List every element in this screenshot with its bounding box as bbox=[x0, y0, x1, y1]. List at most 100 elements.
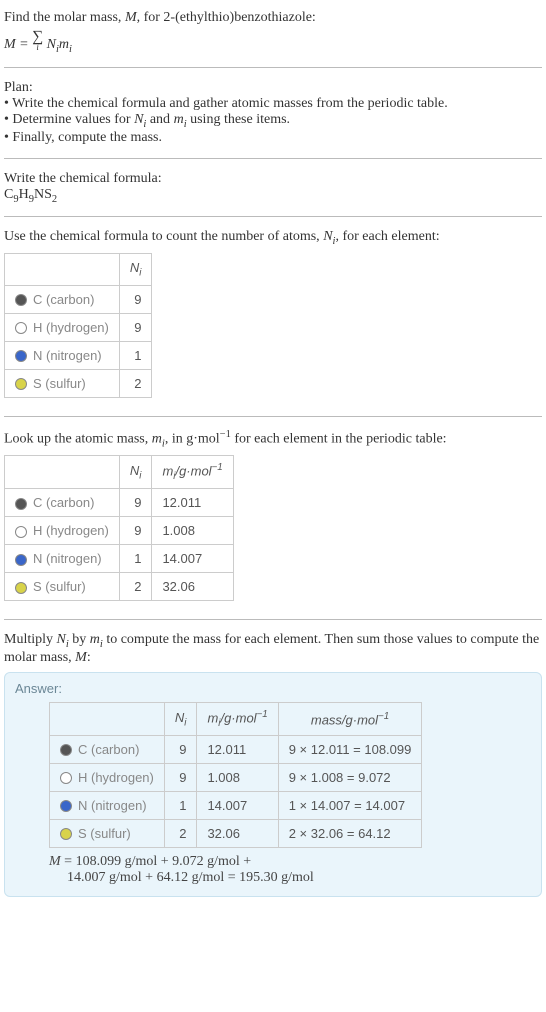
divider bbox=[4, 216, 542, 217]
element-label: N (nitrogen) bbox=[78, 798, 147, 813]
n-cell: 9 bbox=[119, 517, 152, 545]
answer-box: Answer: Ni mi/g·mol−1 mass/g·mol−1 C (ca… bbox=[4, 672, 542, 897]
element-cell: S (sulfur) bbox=[50, 819, 165, 847]
divider bbox=[4, 158, 542, 159]
text: /g·mol bbox=[175, 464, 211, 479]
var: m bbox=[90, 632, 100, 647]
sub: i bbox=[69, 44, 72, 55]
swatch-icon bbox=[15, 322, 27, 334]
element-cell: N (nitrogen) bbox=[50, 791, 165, 819]
table-row: C (carbon)912.0119 × 12.011 = 108.099 bbox=[50, 735, 422, 763]
text: using these items. bbox=[187, 112, 290, 127]
n-cell: 9 bbox=[164, 763, 197, 791]
el: C bbox=[4, 187, 13, 202]
table-header-row: Ni bbox=[5, 254, 152, 286]
swatch-icon bbox=[15, 554, 27, 566]
n-cell: 2 bbox=[164, 819, 197, 847]
n-cell: 9 bbox=[119, 285, 152, 313]
text: , in g·mol bbox=[165, 431, 220, 446]
lookup-table: Ni mi/g·mol−1 C (carbon)912.011 H (hydro… bbox=[4, 455, 234, 601]
table-header-row: Ni mi/g·mol−1 bbox=[5, 456, 234, 489]
plan-item: • Finally, compute the mass. bbox=[4, 130, 542, 146]
element-label: N (nitrogen) bbox=[33, 551, 102, 566]
plan-block: Plan: • Write the chemical formula and g… bbox=[4, 74, 542, 152]
text: N bbox=[43, 37, 56, 52]
table-row: H (hydrogen)9 bbox=[5, 313, 152, 341]
intro-equation: M = ∑ i Nimi bbox=[4, 26, 542, 55]
var-m: M bbox=[125, 10, 137, 25]
table-row: H (hydrogen)91.008 bbox=[5, 517, 234, 545]
intro-block: Find the molar mass, M, for 2-(ethylthio… bbox=[4, 4, 542, 61]
text: Look up the atomic mass, bbox=[4, 431, 152, 446]
m-cell: 1.008 bbox=[152, 517, 233, 545]
ni-header: Ni bbox=[119, 254, 152, 286]
lookup-block: Look up the atomic mass, mi, in g·mol−1 … bbox=[4, 423, 542, 613]
text: : bbox=[87, 650, 91, 665]
m-cell: 32.06 bbox=[152, 573, 233, 601]
ni-header: Ni bbox=[164, 702, 197, 735]
el: H bbox=[19, 187, 29, 202]
element-label: H (hydrogen) bbox=[78, 770, 154, 785]
sup: −1 bbox=[212, 462, 223, 473]
count-table: Ni C (carbon)9 H (hydrogen)9 N (nitrogen… bbox=[4, 253, 152, 398]
calc-cell: 9 × 1.008 = 9.072 bbox=[278, 763, 422, 791]
text: , for each element: bbox=[335, 229, 439, 244]
element-cell: S (sulfur) bbox=[5, 573, 120, 601]
blank-header bbox=[5, 456, 120, 489]
swatch-icon bbox=[15, 582, 27, 594]
plan-item: • Determine values for Ni and mi using t… bbox=[4, 112, 542, 130]
swatch-icon bbox=[15, 378, 27, 390]
swatch-icon bbox=[15, 526, 27, 538]
divider bbox=[4, 67, 542, 68]
chemical-formula: C9H9NS2 bbox=[4, 187, 542, 205]
calc-cell: 1 × 14.007 = 14.007 bbox=[278, 791, 422, 819]
count-block: Use the chemical formula to count the nu… bbox=[4, 223, 542, 409]
m-cell: 1.008 bbox=[197, 763, 278, 791]
text: Multiply bbox=[4, 632, 57, 647]
text: m bbox=[207, 710, 218, 725]
text: • Determine values for bbox=[4, 112, 134, 127]
swatch-icon bbox=[60, 772, 72, 784]
sub: 2 bbox=[52, 193, 57, 204]
n-cell: 9 bbox=[164, 735, 197, 763]
table-row: N (nitrogen)1 bbox=[5, 341, 152, 369]
text: by bbox=[69, 632, 90, 647]
element-label: C (carbon) bbox=[78, 742, 139, 757]
element-cell: S (sulfur) bbox=[5, 369, 120, 397]
element-label: S (sulfur) bbox=[78, 826, 131, 841]
element-cell: N (nitrogen) bbox=[5, 545, 120, 573]
element-cell: C (carbon) bbox=[5, 489, 120, 517]
multiply-text: Multiply Ni by mi to compute the mass fo… bbox=[4, 632, 542, 666]
table-row: C (carbon)9 bbox=[5, 285, 152, 313]
divider bbox=[4, 416, 542, 417]
text: = 108.099 g/mol + 9.072 g/mol + bbox=[61, 854, 252, 869]
divider bbox=[4, 619, 542, 620]
swatch-icon bbox=[60, 828, 72, 840]
ni-header: Ni bbox=[119, 456, 152, 489]
answer-table: Ni mi/g·mol−1 mass/g·mol−1 C (carbon)912… bbox=[49, 702, 422, 848]
var: m bbox=[174, 112, 184, 127]
el: S bbox=[44, 187, 52, 202]
sub: i bbox=[139, 268, 141, 279]
table-row: S (sulfur)2 bbox=[5, 369, 152, 397]
n-cell: 2 bbox=[119, 573, 152, 601]
intro-line: Find the molar mass, M, for 2-(ethylthio… bbox=[4, 10, 542, 26]
text: , for 2-(ethylthio)benzothiazole: bbox=[137, 10, 316, 25]
calc-cell: 9 × 12.011 = 108.099 bbox=[278, 735, 422, 763]
text: N bbox=[130, 463, 139, 478]
swatch-icon bbox=[15, 294, 27, 306]
table-header-row: Ni mi/g·mol−1 mass/g·mol−1 bbox=[50, 702, 422, 735]
mi-header: mi/g·mol−1 bbox=[152, 456, 233, 489]
sup: −1 bbox=[220, 429, 231, 440]
sup: −1 bbox=[378, 711, 389, 722]
element-label: C (carbon) bbox=[33, 495, 94, 510]
table-row: C (carbon)912.011 bbox=[5, 489, 234, 517]
m-cell: 14.007 bbox=[197, 791, 278, 819]
m-cell: 32.06 bbox=[197, 819, 278, 847]
text: N bbox=[130, 260, 139, 275]
answer-equation-line-2: 14.007 g/mol + 64.12 g/mol = 195.30 g/mo… bbox=[49, 870, 531, 886]
element-cell: C (carbon) bbox=[5, 285, 120, 313]
n-cell: 9 bbox=[119, 313, 152, 341]
plan-item: • Write the chemical formula and gather … bbox=[4, 96, 542, 112]
mi-header: mi/g·mol−1 bbox=[197, 702, 278, 735]
